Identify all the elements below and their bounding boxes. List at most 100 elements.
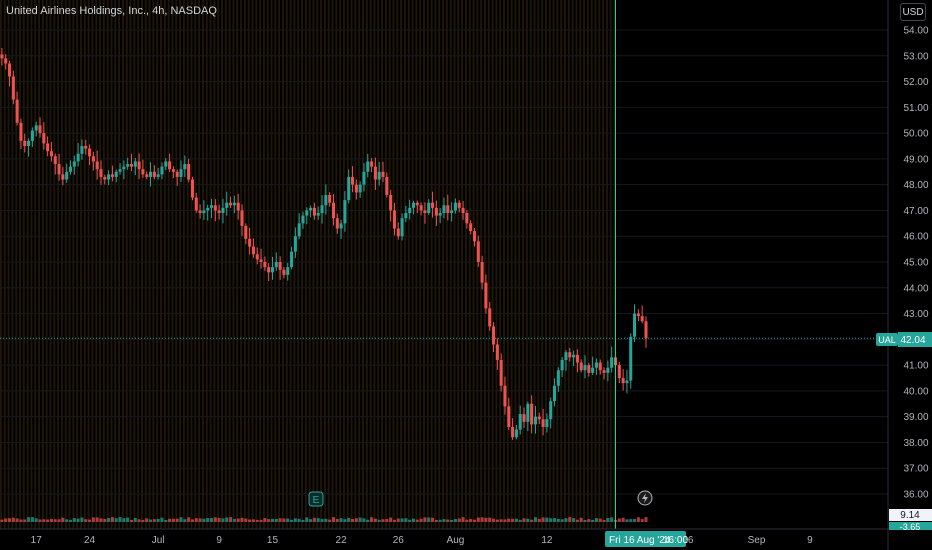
volume-bar <box>324 518 328 522</box>
dividend-marker[interactable] <box>637 490 653 506</box>
session-stripe <box>141 0 143 529</box>
session-stripe <box>64 0 67 529</box>
candle-body <box>198 210 202 214</box>
volume-bar <box>164 519 168 522</box>
price-tick-label: 52.00 <box>903 77 928 88</box>
volume-bar <box>629 519 633 522</box>
session-stripe <box>205 0 208 529</box>
session-stripe <box>45 0 48 529</box>
price-tick-label: 40.00 <box>903 386 928 397</box>
session-stripe <box>114 0 117 529</box>
session-stripe <box>476 0 479 529</box>
volume-bar <box>270 518 275 522</box>
volume-bar <box>229 517 233 522</box>
session-stripe <box>312 0 315 529</box>
volume-bar <box>354 518 358 522</box>
session-stripe <box>91 0 94 529</box>
candle-body <box>190 179 194 198</box>
volume-bar <box>526 518 530 522</box>
volume-bar <box>236 518 240 522</box>
session-stripe <box>57 0 60 529</box>
volume-bar <box>42 519 46 522</box>
session-stripe <box>510 0 513 529</box>
volume-bar <box>472 519 477 522</box>
session-stripe <box>7 0 10 529</box>
currency-button[interactable]: USD <box>900 3 926 21</box>
candle-body <box>202 210 206 214</box>
session-stripe <box>335 0 338 529</box>
session-stripe <box>0 0 2 529</box>
volume-bar <box>537 518 541 522</box>
volume-bar <box>320 518 324 522</box>
candle-body <box>476 241 480 262</box>
candle-body <box>4 58 8 64</box>
candle-body <box>335 218 339 229</box>
volume-bar <box>152 519 156 522</box>
candle-body <box>450 210 454 214</box>
candle-body <box>465 213 469 224</box>
time-axis[interactable]: 17 24 Jul 9 15 22 26 Aug 12 26 Sep 9 <box>31 535 813 546</box>
session-stripe <box>343 0 345 529</box>
volume-bar <box>396 518 400 522</box>
session-stripe <box>266 0 269 529</box>
volume-bar <box>179 517 183 522</box>
volume-bar <box>419 518 423 522</box>
candle-body <box>343 200 347 224</box>
volume-bar <box>240 517 244 522</box>
volume-bar <box>495 519 499 522</box>
volume-bar <box>316 518 320 522</box>
session-stripe <box>381 0 384 529</box>
price-tick-label: 48.00 <box>903 180 928 191</box>
price-tick-label: 45.00 <box>903 258 928 269</box>
candle-body <box>27 140 31 146</box>
volume-bar <box>385 518 389 522</box>
volume-bar <box>278 518 282 522</box>
session-stripe <box>26 0 29 529</box>
volume-bar <box>640 519 644 522</box>
session-stripe <box>453 0 456 529</box>
volume-bar <box>556 518 560 522</box>
session-stripe <box>423 0 425 529</box>
session-stripe <box>301 0 303 529</box>
volume-bar <box>248 519 252 522</box>
candle-body <box>377 171 381 180</box>
volume-bar <box>392 519 396 522</box>
volume-bar <box>297 518 301 522</box>
candle-body <box>160 166 164 175</box>
session-stripe <box>53 0 56 529</box>
candle-body <box>312 207 316 216</box>
session-stripe <box>503 0 505 529</box>
crosshair-date-tag <box>605 531 686 547</box>
volume-bar <box>408 519 412 522</box>
candle-body <box>431 202 435 208</box>
candle-body <box>328 194 332 203</box>
session-stripe <box>259 0 262 529</box>
candle-body <box>411 202 416 208</box>
candle-body <box>80 146 84 154</box>
session-stripe <box>445 0 448 529</box>
candle-body <box>248 238 252 247</box>
candle-body <box>194 197 198 211</box>
candle-body <box>57 164 61 175</box>
candle-body <box>286 267 290 275</box>
candle-body <box>644 321 648 339</box>
candlestick-series <box>0 48 648 440</box>
volume-bar <box>370 517 374 522</box>
volume-bar <box>274 518 278 522</box>
session-stripe <box>529 0 532 529</box>
session-stripe <box>83 0 86 529</box>
session-stripe <box>137 0 140 529</box>
volume-bar <box>457 518 461 522</box>
price-axis[interactable]: 54.00 53.00 52.00 51.00 50.00 49.00 48.00 47.00… <box>903 26 928 501</box>
volume-bar <box>57 519 61 522</box>
session-stripe <box>358 0 361 529</box>
session-stripe <box>118 0 121 529</box>
volume-bar <box>339 518 343 522</box>
session-stripe <box>247 0 250 529</box>
candle-body <box>408 207 412 214</box>
time-tick-label: Jul <box>152 535 165 546</box>
earnings-marker[interactable]: E <box>308 491 324 507</box>
session-stripe <box>548 0 551 529</box>
volume-bar <box>301 519 305 522</box>
